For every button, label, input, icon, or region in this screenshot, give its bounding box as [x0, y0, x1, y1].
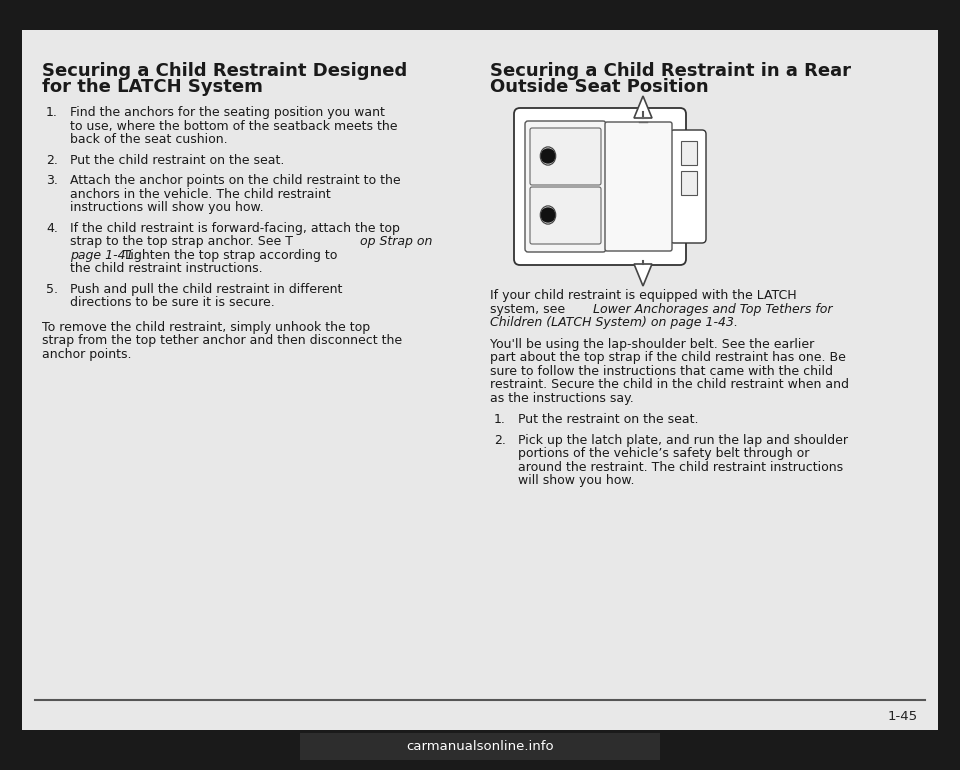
FancyBboxPatch shape	[300, 733, 660, 760]
Text: Children (LATCH System) on page 1-43.: Children (LATCH System) on page 1-43.	[490, 316, 738, 329]
Text: To remove the child restraint, simply unhook the top: To remove the child restraint, simply un…	[42, 320, 371, 333]
Text: restraint. Secure the child in the child restraint when and: restraint. Secure the child in the child…	[490, 378, 849, 391]
Text: the child restraint instructions.: the child restraint instructions.	[70, 262, 263, 275]
Text: directions to be sure it is secure.: directions to be sure it is secure.	[70, 296, 275, 309]
Text: strap from the top tether anchor and then disconnect the: strap from the top tether anchor and the…	[42, 334, 402, 347]
Text: op Strap on: op Strap on	[360, 235, 432, 248]
Polygon shape	[634, 264, 652, 286]
Text: will show you how.: will show you how.	[518, 474, 635, 487]
Text: as the instructions say.: as the instructions say.	[490, 391, 634, 404]
Text: Push and pull the child restraint in different: Push and pull the child restraint in dif…	[70, 283, 343, 296]
Text: to use, where the bottom of the seatback meets the: to use, where the bottom of the seatback…	[70, 119, 397, 132]
Text: for the LATCH System: for the LATCH System	[42, 78, 263, 96]
Text: 1-45: 1-45	[888, 710, 918, 723]
Text: system, see: system, see	[490, 303, 569, 316]
FancyBboxPatch shape	[605, 122, 672, 251]
Text: page 1-41.: page 1-41.	[70, 249, 137, 262]
Text: 3.: 3.	[46, 174, 58, 187]
Text: 5.: 5.	[46, 283, 58, 296]
Text: If the child restraint is forward-facing, attach the top: If the child restraint is forward-facing…	[70, 222, 400, 235]
Text: part about the top strap if the child restraint has one. Be: part about the top strap if the child re…	[490, 351, 846, 364]
Text: 2.: 2.	[494, 434, 506, 447]
Text: instructions will show you how.: instructions will show you how.	[70, 201, 264, 214]
Text: Pick up the latch plate, and run the lap and shoulder: Pick up the latch plate, and run the lap…	[518, 434, 848, 447]
FancyBboxPatch shape	[530, 128, 601, 185]
Text: Securing a Child Restraint Designed: Securing a Child Restraint Designed	[42, 62, 407, 80]
Text: back of the seat cushion.: back of the seat cushion.	[70, 133, 228, 146]
Text: anchor points.: anchor points.	[42, 347, 132, 360]
Text: You'll be using the lap-shoulder belt. See the earlier: You'll be using the lap-shoulder belt. S…	[490, 337, 814, 350]
Circle shape	[541, 208, 555, 222]
Text: Put the child restraint on the seat.: Put the child restraint on the seat.	[70, 153, 284, 166]
Text: Tighten the top strap according to: Tighten the top strap according to	[118, 249, 337, 262]
FancyBboxPatch shape	[670, 130, 706, 243]
Text: 1.: 1.	[494, 413, 506, 426]
Text: Find the anchors for the seating position you want: Find the anchors for the seating positio…	[70, 106, 385, 119]
Text: 2.: 2.	[46, 153, 58, 166]
Text: carmanualsonline.info: carmanualsonline.info	[406, 740, 554, 753]
Text: 1.: 1.	[46, 106, 58, 119]
FancyBboxPatch shape	[681, 171, 697, 195]
FancyBboxPatch shape	[22, 30, 938, 730]
Text: Lower Anchorages and Top Tethers for: Lower Anchorages and Top Tethers for	[592, 303, 832, 316]
FancyBboxPatch shape	[514, 108, 686, 265]
FancyBboxPatch shape	[530, 187, 601, 244]
Circle shape	[541, 149, 555, 163]
Text: around the restraint. The child restraint instructions: around the restraint. The child restrain…	[518, 460, 843, 474]
Text: 4.: 4.	[46, 222, 58, 235]
FancyBboxPatch shape	[525, 121, 606, 252]
Text: strap to the top strap anchor. See T: strap to the top strap anchor. See T	[70, 235, 293, 248]
Polygon shape	[634, 96, 652, 118]
Text: anchors in the vehicle. The child restraint: anchors in the vehicle. The child restra…	[70, 188, 331, 200]
Text: sure to follow the instructions that came with the child: sure to follow the instructions that cam…	[490, 364, 833, 377]
Text: Securing a Child Restraint in a Rear: Securing a Child Restraint in a Rear	[490, 62, 851, 80]
FancyBboxPatch shape	[681, 141, 697, 165]
Text: Put the restraint on the seat.: Put the restraint on the seat.	[518, 413, 699, 426]
Text: portions of the vehicle’s safety belt through or: portions of the vehicle’s safety belt th…	[518, 447, 809, 460]
Text: Attach the anchor points on the child restraint to the: Attach the anchor points on the child re…	[70, 174, 400, 187]
Text: Outside Seat Position: Outside Seat Position	[490, 78, 708, 96]
Text: If your child restraint is equipped with the LATCH: If your child restraint is equipped with…	[490, 289, 797, 302]
